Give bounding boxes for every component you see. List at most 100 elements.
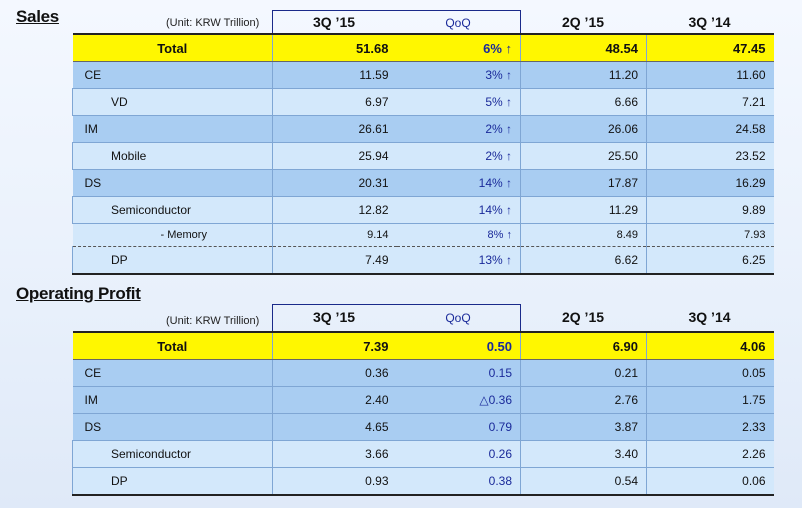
sales-col-qoq: QoQ — [445, 16, 471, 30]
value-2q15: 25.50 — [520, 142, 647, 170]
value-3q15: 12.82 — [272, 196, 397, 224]
row-label-text: DP — [111, 474, 128, 488]
value-qoq: 2% ↑ — [396, 142, 521, 170]
row-label: - Memory — [72, 223, 273, 247]
row-label-text: DS — [84, 176, 102, 190]
value-2q15-text: 26.06 — [607, 122, 638, 136]
value-3q15: 11.59 — [272, 61, 397, 89]
value-3q15: 2.40 — [272, 386, 397, 414]
row-label-text: Semiconductor — [111, 447, 192, 461]
value-2q15: 6.62 — [520, 246, 647, 275]
value-qoq: 0.79 — [396, 413, 521, 441]
value-3q15-text: 0.93 — [365, 474, 389, 488]
value-2q15-text: 17.87 — [607, 176, 638, 190]
value-3q14: 0.06 — [646, 467, 774, 496]
value-2q15-text: 3.40 — [614, 447, 638, 461]
op-row-total: Total 7.39 0.50 6.90 4.06 — [72, 331, 774, 360]
value-qoq: 2% ↑ — [396, 115, 521, 143]
value-3q14-text: 47.45 — [732, 40, 766, 56]
value-qoq-text: △0.36 — [479, 393, 512, 407]
row-label-text: Total — [157, 338, 188, 354]
value-3q14-text: 23.52 — [735, 149, 766, 163]
value-3q15-text: 26.61 — [358, 122, 389, 136]
value-3q14: 1.75 — [646, 386, 774, 414]
sales-row-im: IM 26.61 2% ↑ 26.06 24.58 — [72, 115, 774, 143]
value-3q14-text: 0.06 — [742, 474, 766, 488]
value-3q15-text: 2.40 — [365, 393, 389, 407]
value-3q14: 4.06 — [646, 331, 774, 360]
value-3q15: 20.31 — [272, 169, 397, 197]
value-3q15-text: 3.66 — [365, 447, 389, 461]
row-label: DS — [72, 169, 273, 197]
value-qoq: 0.50 — [396, 331, 521, 360]
row-label-text: Semiconductor — [111, 203, 192, 217]
row-label-text: CE — [84, 68, 102, 82]
value-3q15-text: 7.49 — [365, 253, 389, 267]
value-2q15-text: 6.66 — [614, 95, 638, 109]
value-2q15: 48.54 — [520, 33, 647, 62]
value-qoq-text: 8% ↑ — [487, 229, 512, 241]
row-label-text: Mobile — [111, 149, 147, 163]
value-3q14: 0.05 — [646, 359, 774, 387]
value-3q15: 51.68 — [272, 33, 397, 62]
value-2q15: 8.49 — [520, 223, 647, 247]
op-row-semiconductor: Semiconductor 3.66 0.26 3.40 2.26 — [72, 440, 774, 468]
value-3q15: 7.49 — [272, 246, 397, 275]
row-label: IM — [72, 115, 273, 143]
value-3q15-text: 9.14 — [367, 229, 389, 241]
sales-row-total: Total 51.68 6% ↑ 48.54 47.45 — [72, 33, 774, 62]
op-col-3q15: 3Q ’15 — [312, 309, 356, 325]
value-qoq-text: 13% ↑ — [478, 253, 512, 267]
value-3q14: 11.60 — [646, 61, 774, 89]
value-3q15-text: 20.31 — [358, 176, 389, 190]
value-3q15-text: 51.68 — [355, 40, 389, 56]
value-2q15: 11.29 — [520, 196, 647, 224]
row-label-text: DP — [111, 253, 128, 267]
value-3q14: 23.52 — [646, 142, 774, 170]
value-3q14: 24.58 — [646, 115, 774, 143]
value-3q14: 9.89 — [646, 196, 774, 224]
value-3q15-text: 25.94 — [358, 149, 389, 163]
value-2q15: 2.76 — [520, 386, 647, 414]
value-qoq: 14% ↑ — [396, 169, 521, 197]
operating-profit-title: Operating Profit — [16, 284, 141, 303]
value-2q15-text: 11.20 — [608, 68, 638, 82]
value-qoq: △0.36 — [396, 386, 521, 414]
value-3q14-text: 24.58 — [735, 122, 766, 136]
value-qoq: 0.38 — [396, 467, 521, 496]
value-3q15: 7.39 — [272, 331, 397, 360]
value-qoq-text: 2% ↑ — [485, 122, 512, 136]
value-3q14: 47.45 — [646, 33, 774, 62]
value-2q15: 3.40 — [520, 440, 647, 468]
value-qoq-text: 0.79 — [488, 420, 512, 434]
value-3q15: 6.97 — [272, 88, 397, 116]
row-label: Total — [72, 33, 273, 62]
row-label-text: IM — [84, 393, 98, 407]
value-2q15: 3.87 — [520, 413, 647, 441]
value-qoq-text: 0.26 — [488, 447, 512, 461]
row-label-text: IM — [84, 122, 98, 136]
value-2q15-text: 25.50 — [607, 149, 638, 163]
value-3q15-text: 6.97 — [365, 95, 389, 109]
value-3q14-text: 1.75 — [742, 393, 766, 407]
row-label-text: CE — [84, 366, 102, 380]
value-3q14: 7.21 — [646, 88, 774, 116]
op-col-3q14: 3Q ’14 — [688, 309, 731, 325]
row-label: DP — [72, 246, 273, 275]
value-2q15: 0.54 — [520, 467, 647, 496]
row-label-text: Total — [157, 40, 188, 56]
value-qoq: 13% ↑ — [396, 246, 521, 275]
value-qoq: 5% ↑ — [396, 88, 521, 116]
sales-table: Total 51.68 6% ↑ 48.54 47.45 CE 11.59 3% ↑ 11.20… — [72, 33, 774, 275]
row-label: Mobile — [72, 142, 273, 170]
value-3q14: 2.26 — [646, 440, 774, 468]
op-unit-label: (Unit: KRW Trillion) — [166, 315, 260, 327]
value-qoq: 3% ↑ — [396, 61, 521, 89]
sales-row-vd: VD 6.97 5% ↑ 6.66 7.21 — [72, 88, 774, 116]
sales-row-dp: DP 7.49 13% ↑ 6.62 6.25 — [72, 246, 774, 275]
value-2q15-text: 0.21 — [614, 366, 638, 380]
sales-col-3q15: 3Q ’15 — [312, 14, 356, 30]
row-label: Total — [72, 331, 273, 360]
value-qoq-text: 5% ↑ — [485, 95, 512, 109]
sales-col-2q15: 2Q ’15 — [561, 14, 605, 30]
